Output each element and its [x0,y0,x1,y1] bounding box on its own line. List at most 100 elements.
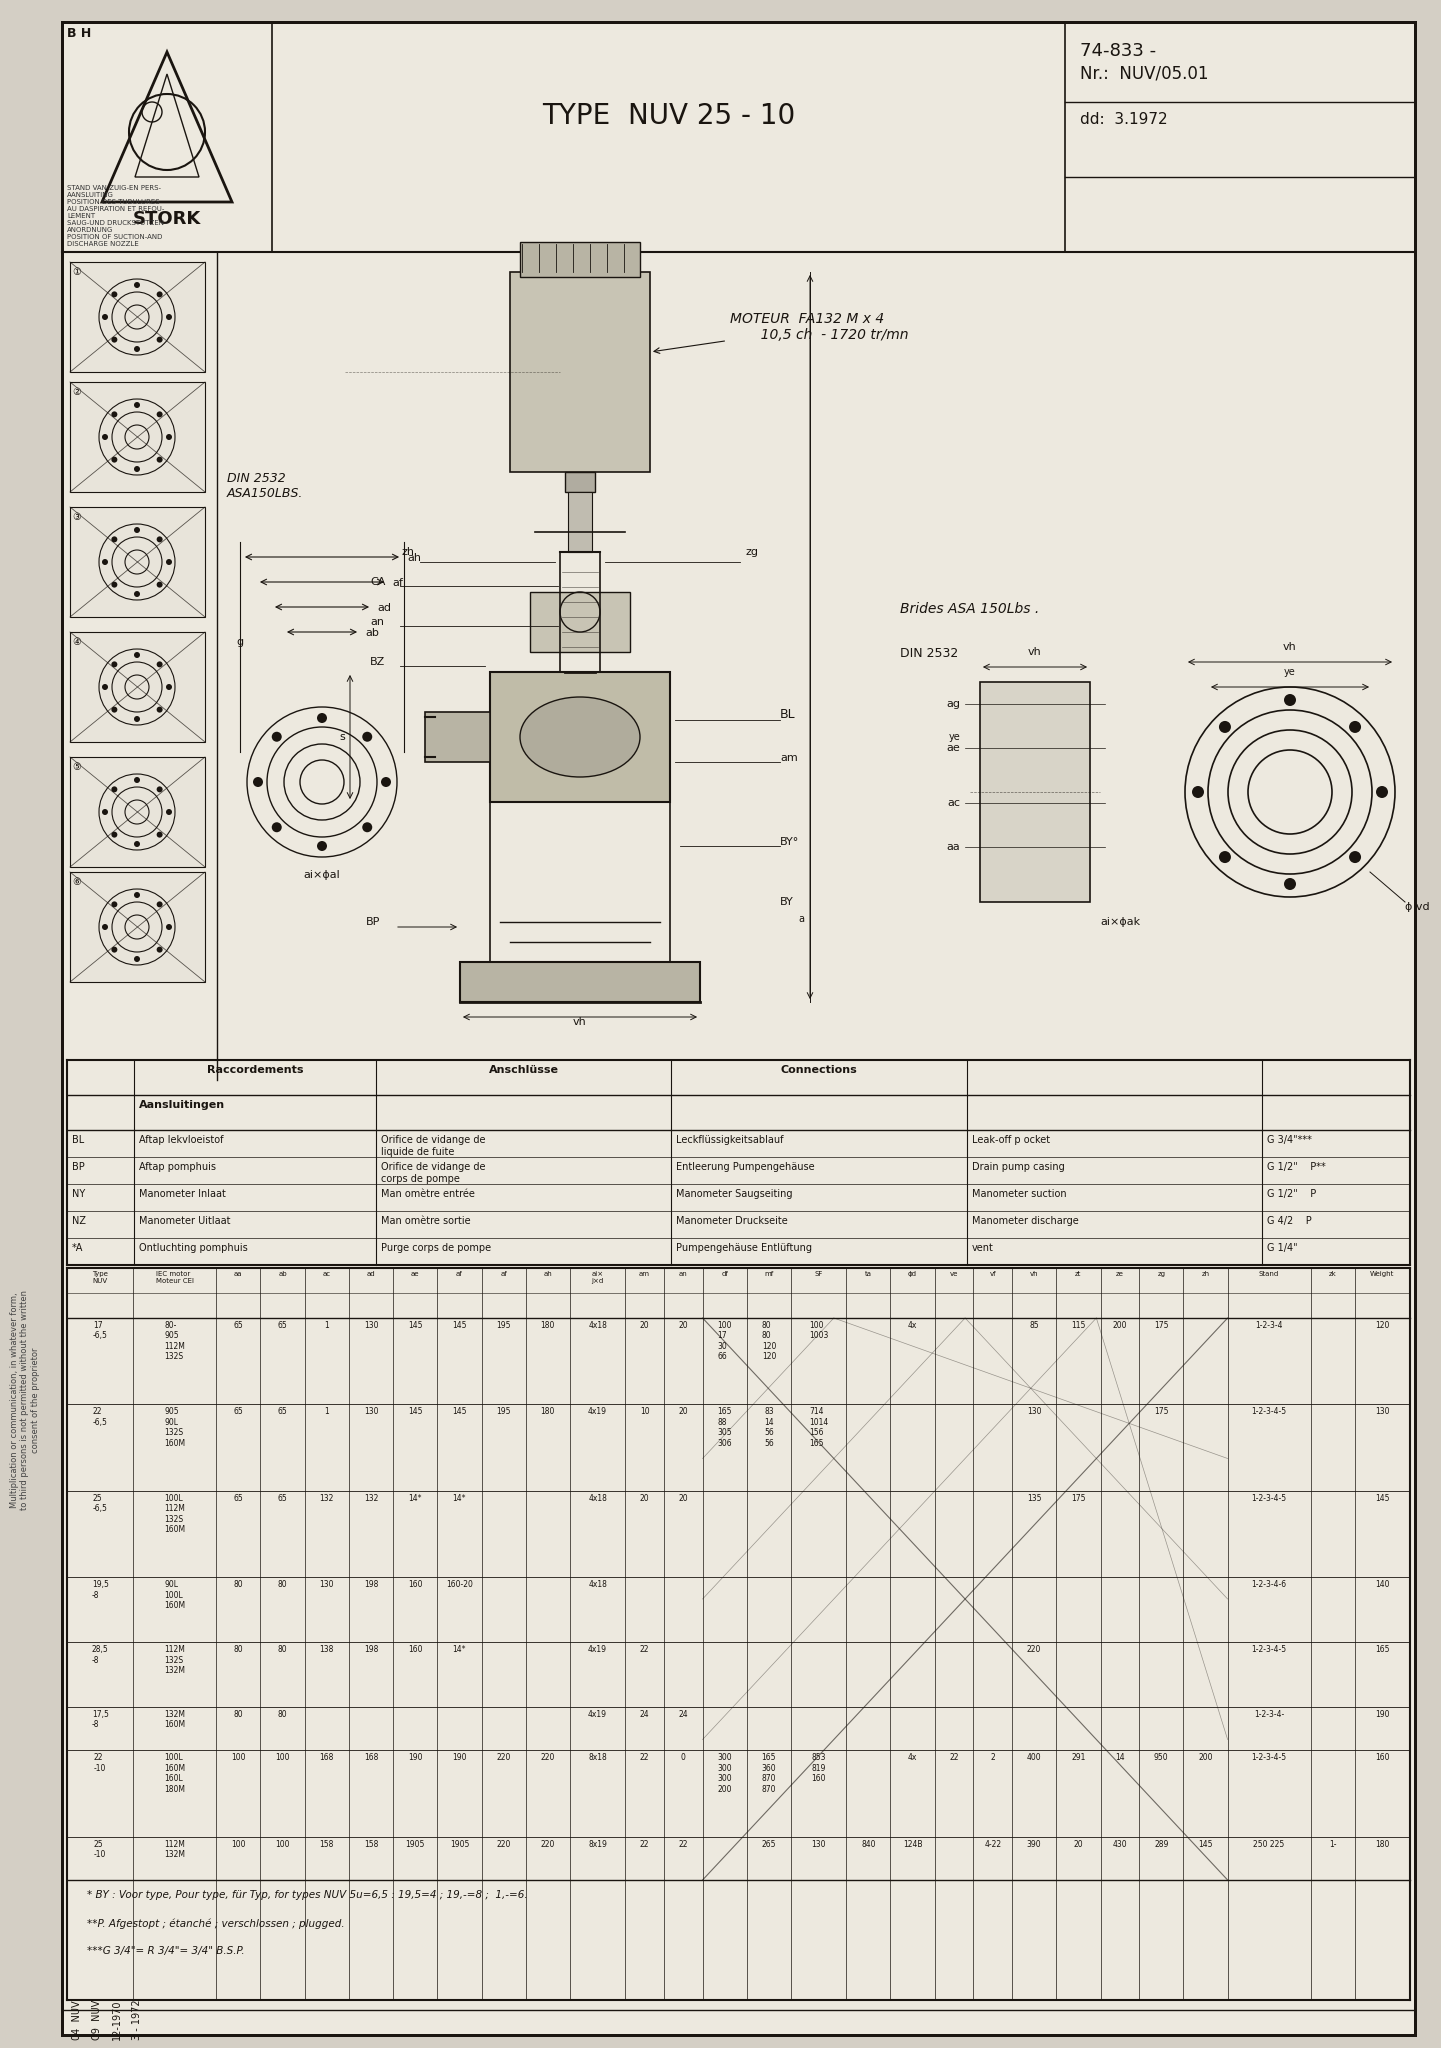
Text: 65: 65 [233,1321,244,1329]
Text: 190: 190 [408,1753,422,1763]
Circle shape [254,776,264,786]
Circle shape [111,901,117,907]
Text: zh: zh [1202,1272,1209,1278]
Circle shape [157,946,163,952]
Text: ai×ϕal: ai×ϕal [304,870,340,881]
Text: 20: 20 [679,1321,687,1329]
Bar [71,633,205,741]
Text: 390: 390 [1027,1839,1042,1849]
Text: 714
1014
156
165: 714 1014 156 165 [808,1407,829,1448]
Text: 112M
132M: 112M 132M [164,1839,186,1860]
Text: ae: ae [947,743,960,754]
Text: 190: 190 [452,1753,467,1763]
Text: 4x18: 4x18 [588,1493,607,1503]
Text: 950: 950 [1154,1753,1169,1763]
Text: G 1/2"    P: G 1/2" P [1267,1190,1317,1198]
Circle shape [111,537,117,543]
Text: zg: zg [745,547,758,557]
Text: 180: 180 [540,1407,555,1417]
Text: Manometer suction: Manometer suction [971,1190,1066,1198]
Circle shape [134,526,140,532]
Text: 1-2-3-4-5: 1-2-3-4-5 [1251,1645,1287,1655]
Text: 65: 65 [278,1493,287,1503]
Text: SF: SF [814,1272,823,1278]
Text: BP: BP [366,918,380,928]
Text: 1: 1 [324,1321,329,1329]
Text: 8x18: 8x18 [588,1753,607,1763]
Text: 28,5
-8: 28,5 -8 [92,1645,108,1665]
Text: Manometer Druckseite: Manometer Druckseite [676,1217,788,1227]
Text: 160: 160 [1375,1753,1389,1763]
Text: 220: 220 [497,1753,510,1763]
Text: ac: ac [947,799,960,809]
Text: Drain pump casing: Drain pump casing [971,1161,1065,1171]
Text: aa: aa [233,1272,242,1278]
Text: 853
819
160: 853 819 160 [811,1753,826,1784]
Circle shape [134,467,140,471]
Text: 265: 265 [762,1839,777,1849]
Circle shape [134,651,140,657]
Text: vh: vh [1027,647,1042,657]
Text: CA: CA [370,578,385,588]
Text: 145: 145 [408,1321,422,1329]
Bar [71,872,205,981]
Bar [568,492,592,553]
Text: Man omètre entrée: Man omètre entrée [380,1190,474,1198]
Text: 130: 130 [320,1581,334,1589]
Text: 65: 65 [278,1407,287,1417]
Text: 04  NUV: 04 NUV [72,2001,82,2040]
Text: 195: 195 [496,1321,512,1329]
Text: ah: ah [406,553,421,563]
Text: ag: ag [945,698,960,709]
Text: ④: ④ [72,637,81,647]
Text: 100L
112M
132S
160M: 100L 112M 132S 160M [164,1493,186,1534]
Text: ah: ah [543,1272,552,1278]
Text: 220: 220 [540,1839,555,1849]
Text: ae: ae [411,1272,419,1278]
Text: 132M
160M: 132M 160M [164,1710,186,1729]
Circle shape [102,434,108,440]
Circle shape [380,776,391,786]
Text: vh: vh [1030,1272,1039,1278]
Circle shape [134,842,140,848]
Text: 4x: 4x [908,1753,918,1763]
Text: ta: ta [865,1272,872,1278]
Text: 135: 135 [1027,1493,1042,1503]
Text: IEC motor
Moteur CEI: IEC motor Moteur CEI [156,1272,193,1284]
Circle shape [111,786,117,793]
Text: 145: 145 [1199,1839,1213,1849]
Text: 4-22: 4-22 [984,1839,1001,1849]
Text: 130: 130 [811,1839,826,1849]
Text: 1-2-3-4-6: 1-2-3-4-6 [1251,1581,1287,1589]
Text: 22: 22 [679,1839,687,1849]
Text: ②: ② [72,387,81,397]
Text: ⑤: ⑤ [72,762,81,772]
Circle shape [1349,852,1362,862]
Circle shape [157,336,163,342]
Text: 22: 22 [950,1753,958,1763]
Bar [565,471,595,492]
Text: BL: BL [780,709,795,721]
Text: 2: 2 [990,1753,996,1763]
Circle shape [1284,694,1295,707]
Text: 83
14
56
56: 83 14 56 56 [764,1407,774,1448]
Text: 168: 168 [363,1753,378,1763]
Text: DIN 2532
ASA150LBS.: DIN 2532 ASA150LBS. [228,471,304,500]
Text: zt: zt [1075,1272,1082,1278]
Text: BZ: BZ [370,657,385,668]
Circle shape [102,559,108,565]
Text: 0: 0 [680,1753,686,1763]
Text: Manometer discharge: Manometer discharge [971,1217,1078,1227]
Text: vent: vent [971,1243,994,1253]
Text: Entleerung Pumpengehäuse: Entleerung Pumpengehäuse [676,1161,816,1171]
Circle shape [1284,879,1295,891]
Text: Aftap pomphuis: Aftap pomphuis [140,1161,216,1171]
Bar [490,672,670,803]
Circle shape [134,956,140,963]
Text: Raccordements: Raccordements [206,1065,303,1075]
Text: 190: 190 [1375,1710,1389,1718]
Circle shape [157,412,163,418]
Circle shape [157,457,163,463]
Text: 25
-6,5: 25 -6,5 [92,1493,108,1513]
Text: 80: 80 [233,1645,244,1655]
